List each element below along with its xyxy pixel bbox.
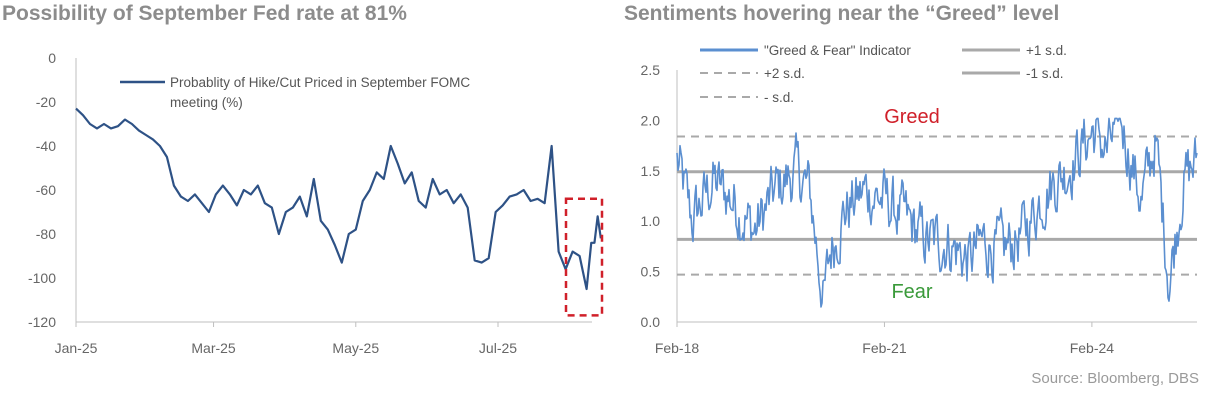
right-y-tick-label: 2.0 <box>641 112 661 128</box>
legend-label: +1 s.d. <box>1026 43 1067 58</box>
legend-label: - s.d. <box>764 90 794 105</box>
y-tick-label: -40 <box>36 138 56 154</box>
right-y-tick-label: 1.5 <box>641 163 661 179</box>
y-tick-label: -120 <box>28 314 56 330</box>
y-tick-label: -80 <box>36 226 56 242</box>
legend-label: "Greed & Fear" Indicator <box>764 43 911 58</box>
y-tick-label: -100 <box>28 270 56 286</box>
highlight-box <box>564 197 604 317</box>
y-tick-label: 0 <box>48 50 56 66</box>
legend-label: +2 s.d. <box>764 66 805 81</box>
right-x-tick-label: Feb-24 <box>1070 340 1115 356</box>
right-y-tick-label: 0.0 <box>641 314 661 330</box>
legend-label: Probablity of Hike/Cut Priced in Septemb… <box>170 75 470 110</box>
y-tick-label: -20 <box>36 94 56 110</box>
fed-probability-chart: 0 -20 -40 -60 -80 -100 -120 Jan-25 Mar-25 May-25 J… <box>28 50 604 356</box>
x-tick-label: Jul-25 <box>479 340 517 356</box>
x-tick-label: May-25 <box>332 340 379 356</box>
legend-label: -1 s.d. <box>1026 66 1064 81</box>
right-y-tick-label: 0.5 <box>641 264 661 280</box>
x-tick-label: Mar-25 <box>191 340 236 356</box>
y-tick-label: -60 <box>36 182 56 198</box>
fear-annotation: Fear <box>891 281 932 303</box>
right-y-tick-label: 1.0 <box>641 213 661 229</box>
probability-series-line <box>75 107 602 291</box>
right-y-tick-label: 2.5 <box>641 62 661 78</box>
greed-annotation: Greed <box>884 106 940 128</box>
left-chart-title: Possibility of September Fed rate at 81% <box>2 2 407 25</box>
right-x-tick-label: Feb-21 <box>862 340 907 356</box>
source-note: Source: Bloomberg, DBS <box>1031 370 1199 387</box>
right-chart-title: Sentiments hovering near the “Greed” lev… <box>624 2 1060 25</box>
greed-fear-series-line <box>676 117 1198 308</box>
right-x-tick-label: Feb-18 <box>655 340 700 356</box>
x-tick-label: Jan-25 <box>55 340 98 356</box>
